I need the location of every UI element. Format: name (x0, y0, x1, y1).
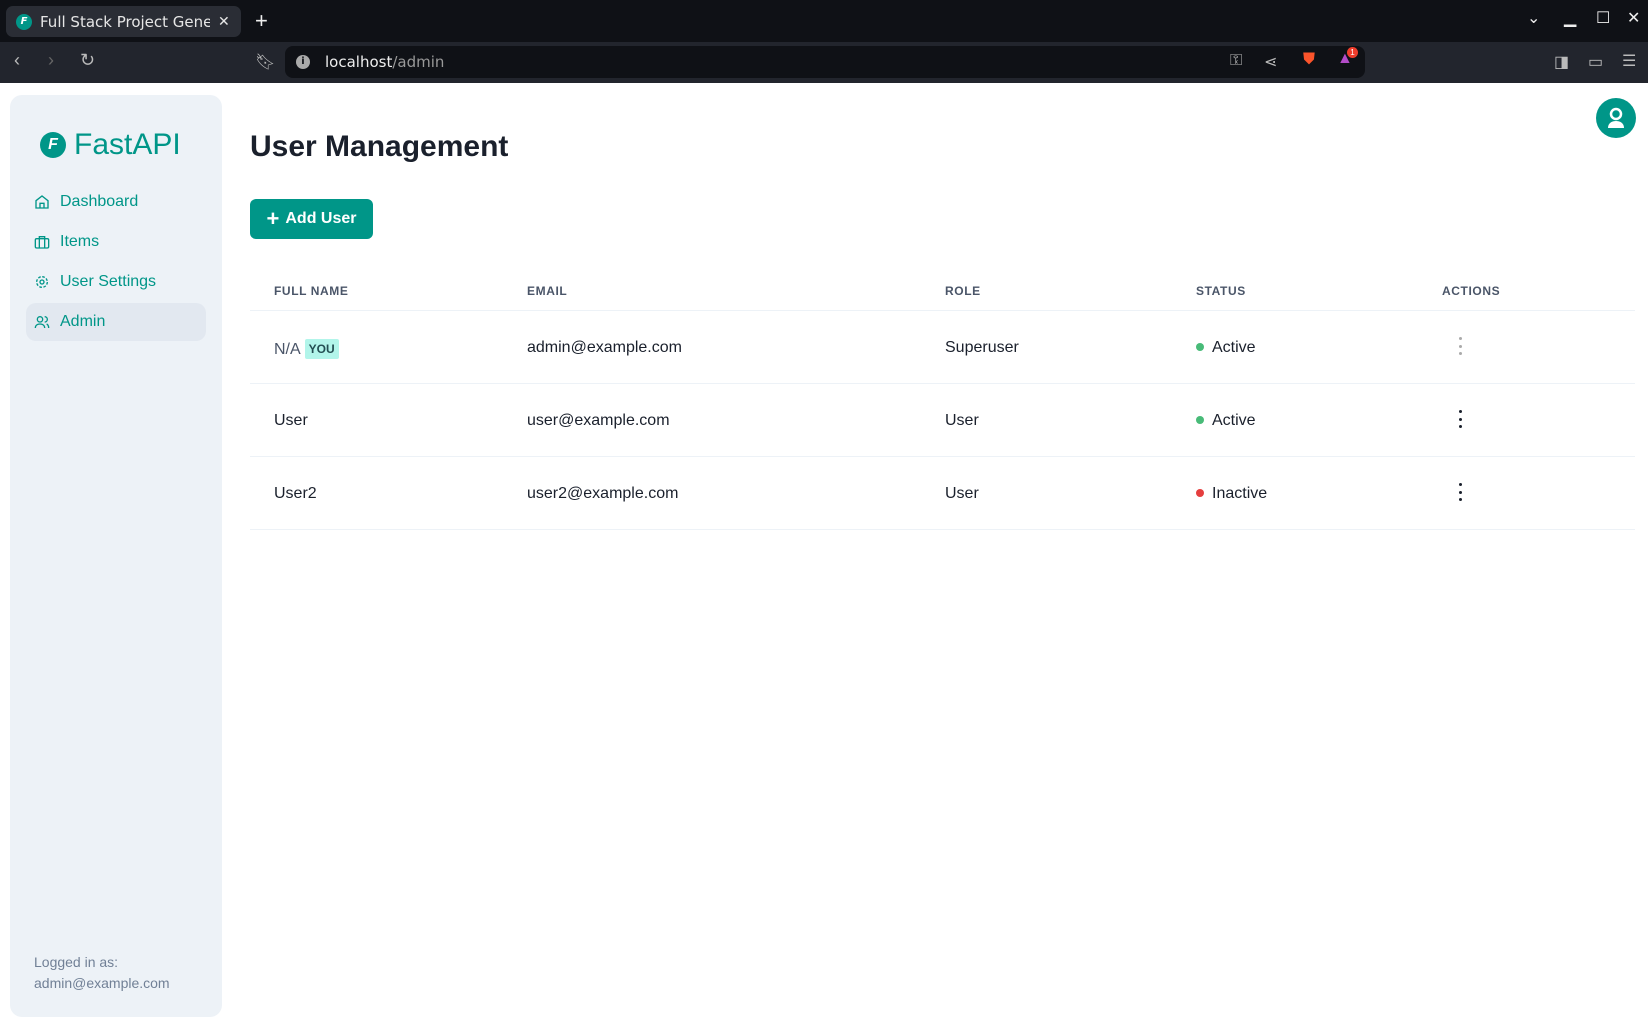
sidebar-item-dashboard[interactable]: Dashboard (26, 183, 206, 221)
role-cell: User (945, 485, 979, 502)
header-status: STATUS (1196, 284, 1246, 298)
status-dot (1196, 489, 1204, 497)
full-name-cell: User2 (274, 485, 317, 502)
sidebar-item-items[interactable]: Items (26, 223, 206, 261)
sidebar-item-label: Admin (60, 313, 106, 330)
key-icon[interactable]: ⚿ (1230, 52, 1243, 69)
notification-badge: 1 (1347, 47, 1358, 58)
row-actions-menu-button[interactable] (1455, 483, 1465, 501)
status-text: Active (1212, 339, 1256, 356)
table-row: User2 user2@example.com User Inactive (250, 457, 1635, 530)
minimize-icon[interactable]: ▁ (1564, 10, 1577, 27)
users-icon (34, 316, 50, 329)
email-cell: user@example.com (527, 412, 670, 429)
plus-icon: + (266, 206, 280, 231)
table-header: FULL NAME EMAIL ROLE STATUS ACTIONS (250, 270, 1635, 311)
status-dot (1196, 416, 1204, 424)
fastapi-logo[interactable]: F FastAPI (40, 128, 181, 162)
logged-in-label: Logged in as: (34, 954, 119, 970)
add-user-label: Add User (285, 210, 357, 227)
logo-text: FastAPI (74, 128, 181, 161)
tab-list-chevron-icon[interactable]: ⌄ (1527, 10, 1541, 27)
row-actions-menu-button[interactable] (1455, 410, 1465, 428)
sidebar-toggle-icon[interactable]: ◨ (1554, 54, 1570, 71)
header-email: EMAIL (527, 284, 568, 298)
status-text: Inactive (1212, 485, 1268, 502)
status-text: Active (1212, 412, 1256, 429)
url-host: localhost (325, 53, 393, 71)
table-row: N/A YOU admin@example.com Superuser Activ… (250, 311, 1635, 384)
role-cell: User (945, 412, 979, 429)
kebab-icon (1458, 483, 1462, 486)
status-cell: Inactive (1196, 485, 1267, 503)
fastapi-favicon-icon: F (16, 13, 32, 30)
email-cell: admin@example.com (527, 339, 682, 356)
close-tab-icon[interactable]: ✕ (218, 13, 230, 30)
maximize-icon[interactable]: ☐ (1596, 10, 1611, 27)
new-tab-icon[interactable]: + (255, 8, 268, 33)
you-badge: YOU (304, 339, 339, 359)
browser-tabstrip (0, 0, 1648, 42)
sidebar-item-label: Items (60, 233, 100, 250)
wallet-icon[interactable]: ▭ (1588, 54, 1604, 71)
fastapi-logo-icon: F (40, 132, 66, 158)
brave-rewards-icon[interactable]: ▲ 1 (1337, 47, 1358, 68)
sidebar-item-user-settings[interactable]: User Settings (26, 263, 206, 301)
briefcase-icon (34, 236, 50, 249)
status-cell: Active (1196, 412, 1256, 430)
table-row: User user@example.com User Active (250, 384, 1635, 457)
header-role: ROLE (945, 284, 981, 298)
tab-title: Full Stack Project Genera (40, 12, 210, 31)
brave-shield-icon[interactable]: ⛊ (1303, 51, 1316, 68)
sidebar-item-label: User Settings (60, 273, 157, 290)
header-actions: ACTIONS (1442, 284, 1501, 298)
menu-icon[interactable]: ☰ (1622, 53, 1637, 70)
email-cell: user2@example.com (527, 485, 679, 502)
users-table: FULL NAME EMAIL ROLE STATUS ACTIONS N/A Y… (250, 270, 1635, 530)
gear-icon (36, 276, 48, 288)
close-window-icon[interactable]: ✕ (1627, 10, 1641, 27)
page-title: User Management (250, 130, 509, 163)
sidebar-item-admin[interactable]: Admin (26, 303, 206, 341)
reload-icon[interactable]: ↻ (80, 50, 96, 70)
add-user-button[interactable]: + Add User (250, 199, 373, 239)
forward-icon[interactable]: › (48, 50, 54, 70)
user-avatar-icon (1608, 107, 1624, 128)
url-path: /admin (392, 53, 445, 71)
row-actions-menu-button[interactable] (1455, 337, 1465, 355)
header-full-name: FULL NAME (274, 284, 349, 298)
logged-in-info: Logged in as: admin@example.com (34, 952, 170, 994)
sidebar-item-label: Dashboard (60, 193, 139, 210)
full-name-cell: N/A YOU (274, 339, 339, 359)
full-name: N/A (274, 341, 301, 358)
kebab-icon (1458, 410, 1462, 413)
sidebar (10, 95, 222, 1017)
share-icon[interactable]: ⋖ (1264, 54, 1278, 71)
role-cell: Superuser (945, 339, 1019, 356)
browser-tab[interactable]: F Full Stack Project Genera ✕ (6, 6, 241, 37)
full-name-cell: User (274, 412, 308, 429)
address-bar[interactable]: i localhost/admin (285, 46, 1365, 78)
bookmark-icon[interactable]: 🔖︎ (255, 54, 276, 71)
status-dot (1196, 343, 1204, 351)
logged-in-email: admin@example.com (34, 975, 170, 991)
back-icon[interactable]: ‹ (14, 50, 20, 70)
user-menu-avatar[interactable] (1596, 98, 1636, 138)
kebab-icon (1458, 337, 1462, 340)
site-info-icon[interactable]: i (296, 55, 310, 69)
status-cell: Active (1196, 339, 1256, 357)
home-icon (35, 195, 49, 209)
